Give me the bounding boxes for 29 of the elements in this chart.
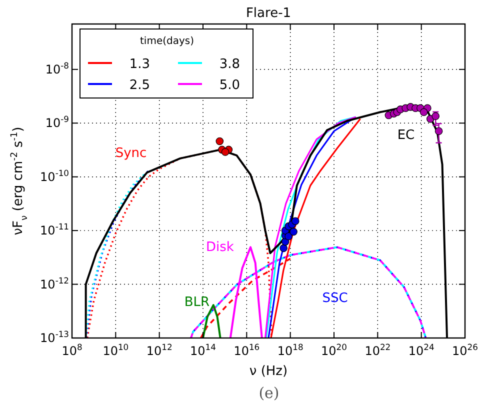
chart-title: Flare-1 <box>246 6 292 21</box>
annotation: Disk <box>206 240 234 255</box>
legend-title: time(days) <box>140 36 194 47</box>
legend-label: 2.5 <box>129 78 150 93</box>
x-tick-label: 10$^{22}$ <box>364 342 391 358</box>
x-axis-title: ν (Hz) <box>249 364 288 379</box>
y-tick-label: 10$^{-11}$ <box>40 222 69 238</box>
legend-label: 3.8 <box>219 57 240 72</box>
x-tick-label: 10$^{20}$ <box>321 342 347 358</box>
annotation: Sync <box>115 146 147 161</box>
x-tick-label: 10$^{26}$ <box>452 342 478 358</box>
x-tick-label: 10$^{14}$ <box>190 342 216 358</box>
y-tick-label: 10$^{-10}$ <box>40 168 69 184</box>
text: (e) <box>258 384 280 402</box>
x-tick-label: 10$^{18}$ <box>277 342 304 358</box>
x-tick-label: 10$^{16}$ <box>234 342 260 358</box>
annotation: EC <box>397 128 415 143</box>
x-tick-label: 10$^{10}$ <box>102 342 129 358</box>
annotation: SSC <box>322 291 348 306</box>
y-tick-label: 10$^{-13}$ <box>40 329 69 345</box>
x-tick-label: 10$^{24}$ <box>408 342 434 358</box>
y-tick-label: 10$^{-9}$ <box>45 114 69 130</box>
legend-label: 5.0 <box>219 78 240 93</box>
y-tick-label: 10$^{-12}$ <box>40 275 69 292</box>
annotation: BLR <box>184 295 210 310</box>
x-tick-label: 10$^{12}$ <box>146 342 172 358</box>
y-tick-label: 10$^{-8}$ <box>45 60 69 76</box>
x-tick-label: 10$^{8}$ <box>62 342 82 358</box>
legend-label: 1.3 <box>129 57 150 72</box>
